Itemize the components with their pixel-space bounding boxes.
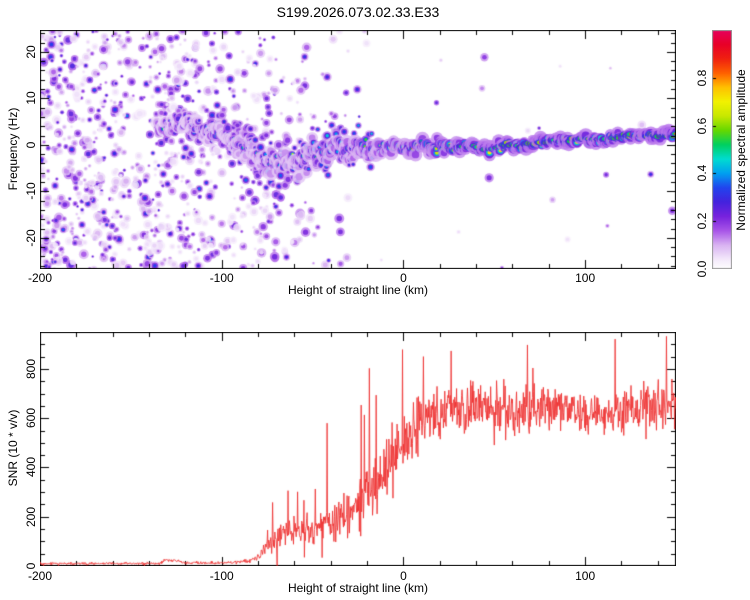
figure-title: S199.2026.073.02.33.E33 [276,4,440,20]
spectrogram-xlabel: Height of straight line (km) [287,283,429,297]
snr-plot [40,332,676,566]
spectrogram-plot [40,30,676,269]
spectrogram-y-tick-label: -20 [24,229,38,247]
snr-x-tick-label: -200 [27,569,53,583]
snr-y-tick-label: 600 [24,408,38,429]
spectrogram-y-tick-label: -10 [24,182,38,201]
spectrogram-x-tick-label: 0 [400,271,407,285]
spectrogram-y-tick-label: 10 [24,91,38,106]
snr-xlabel: Height of straight line (km) [287,581,429,595]
snr-y-tick-label: 0 [24,562,38,570]
spectrogram-ylabel: Frequency (Hz) [6,107,20,191]
snr-y-tick-label: 400 [24,457,38,478]
colorbar-tick-label: 0.2 [695,212,709,230]
colorbar-tick-label: 0.4 [695,165,709,182]
snr-x-tick-label: -100 [209,569,234,583]
colorbar [712,30,732,269]
snr-y-tick-label: 200 [24,506,38,527]
snr-ylabel: SNR (10 * v/v) [6,409,20,487]
snr-x-tick-label: 100 [575,569,596,583]
colorbar-tick-label: 0.0 [695,260,709,278]
colorbar-label: Normalized spectral amplitude [734,69,748,231]
spectrogram-x-tick-label: -200 [27,271,53,285]
spectrogram-x-tick-label: -100 [209,271,234,285]
colorbar-tick-label: 0.8 [695,69,709,87]
spectrogram-x-tick-label: 100 [575,271,596,285]
colorbar-tick-label: 0.6 [695,117,709,134]
snr-y-tick-label: 800 [24,358,38,379]
snr-x-tick-label: 0 [400,569,407,583]
spectrogram-y-tick-label: 20 [24,45,38,59]
spectrogram-y-tick-label: 0 [24,141,38,149]
